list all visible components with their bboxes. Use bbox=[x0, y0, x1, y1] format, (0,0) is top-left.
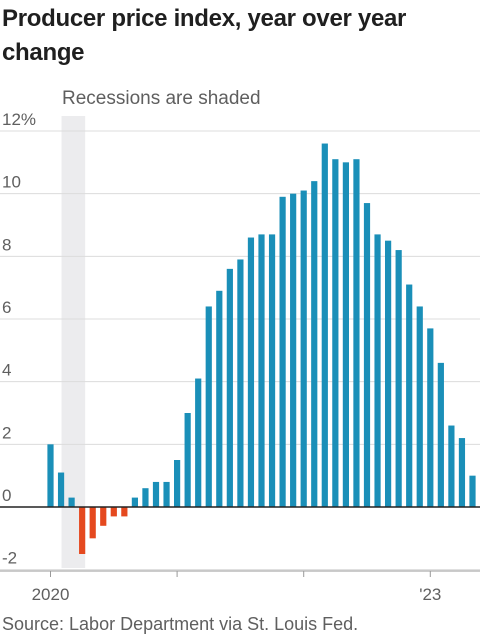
bar bbox=[68, 497, 75, 507]
bar bbox=[363, 203, 371, 508]
bar bbox=[311, 181, 318, 507]
source-note: Source: Labor Department via St. Louis F… bbox=[2, 614, 359, 634]
y-tick-label: 10 bbox=[2, 173, 21, 192]
bar bbox=[237, 259, 244, 507]
bar bbox=[321, 143, 328, 508]
bar bbox=[374, 234, 381, 507]
bar bbox=[385, 240, 392, 507]
bar bbox=[458, 438, 466, 507]
x-tick-label: '23 bbox=[419, 585, 441, 604]
recession-shade bbox=[61, 116, 86, 568]
bar bbox=[152, 481, 160, 507]
bar bbox=[142, 488, 149, 507]
bar bbox=[216, 290, 223, 507]
bar bbox=[121, 507, 128, 517]
bar bbox=[184, 413, 191, 507]
bar bbox=[290, 193, 297, 507]
y-tick-label: 6 bbox=[2, 298, 11, 317]
bar bbox=[406, 284, 413, 507]
x-tick-label: 2020 bbox=[32, 585, 70, 604]
y-tick-label: 0 bbox=[2, 486, 11, 505]
bar bbox=[300, 190, 307, 508]
bar bbox=[110, 507, 117, 517]
bar bbox=[163, 481, 170, 507]
bar bbox=[247, 237, 255, 508]
ppi-bar-chart: 12% 10 8 6 4 2 0 -2 2020 '23 bbox=[0, 110, 480, 604]
bar bbox=[469, 475, 476, 507]
bar bbox=[258, 234, 265, 507]
bar bbox=[89, 507, 96, 539]
y-tick-label: 2 bbox=[2, 423, 11, 442]
bar bbox=[268, 234, 276, 507]
recession-note: Recessions are shaded bbox=[62, 88, 261, 109]
y-tick-label: 4 bbox=[2, 361, 11, 380]
chart-title: Producer price index, year over year cha… bbox=[2, 5, 407, 66]
bar bbox=[57, 472, 65, 507]
bar bbox=[47, 444, 54, 507]
bar bbox=[79, 507, 86, 554]
bar bbox=[226, 268, 233, 507]
bar bbox=[332, 159, 339, 507]
y-tick-label: -2 bbox=[2, 549, 17, 568]
bar bbox=[416, 306, 423, 507]
bar bbox=[279, 196, 286, 508]
bar bbox=[395, 250, 402, 508]
bar bbox=[205, 306, 212, 507]
bar bbox=[342, 162, 349, 508]
bar bbox=[353, 159, 360, 507]
bar bbox=[448, 425, 455, 507]
y-tick-label: 8 bbox=[2, 235, 11, 254]
bar bbox=[195, 378, 202, 507]
bar bbox=[131, 497, 138, 507]
bar bbox=[100, 507, 107, 526]
y-tick-label: 12% bbox=[2, 110, 36, 129]
bar bbox=[174, 460, 181, 507]
bar bbox=[427, 328, 434, 507]
bar bbox=[437, 362, 444, 507]
